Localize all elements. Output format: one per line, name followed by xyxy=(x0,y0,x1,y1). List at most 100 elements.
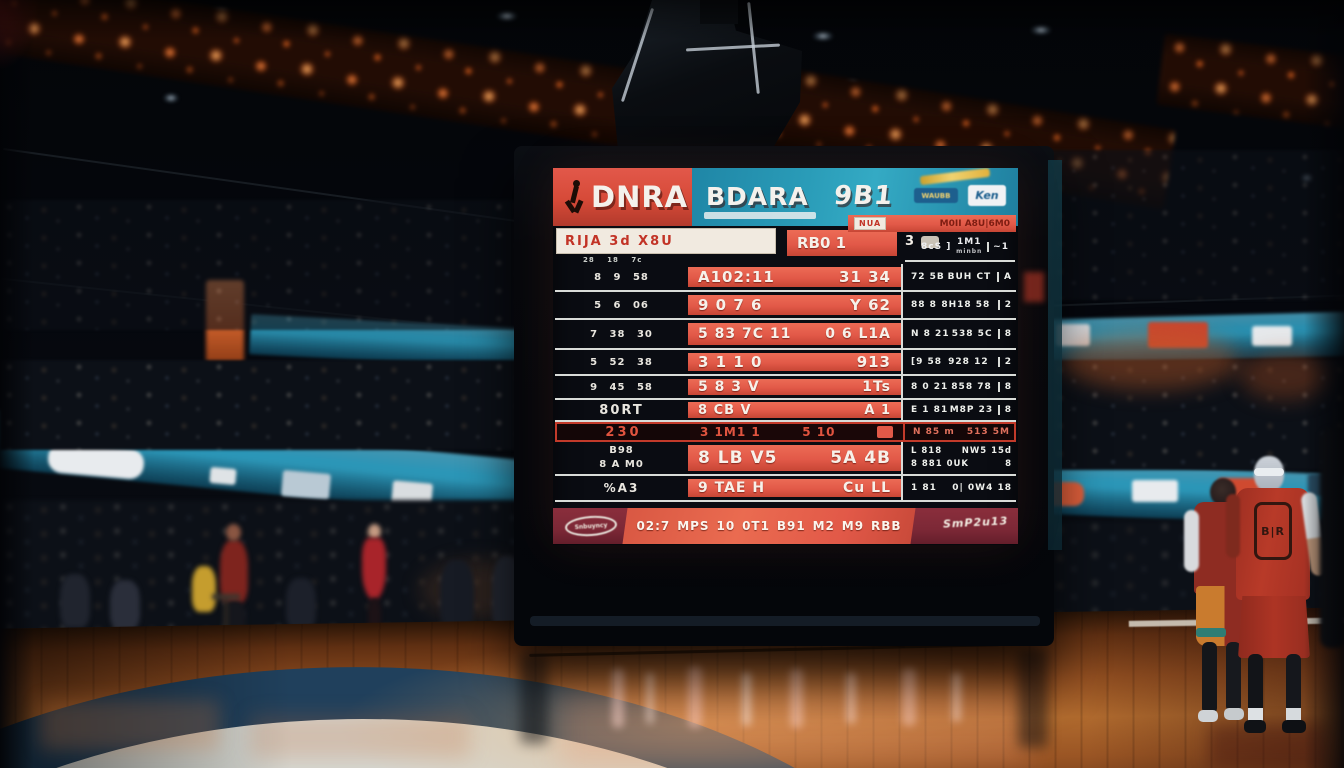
stat-value: 913 xyxy=(856,353,891,371)
table-row: %A3 9 TAE H Cu LL 1 81 0| 0W4 18 xyxy=(555,476,1016,502)
ad-logo xyxy=(1148,322,1208,348)
ad-logo xyxy=(209,466,237,486)
stat-value: 3 1 1 0 xyxy=(698,353,763,371)
floor-reflection-streak xyxy=(790,668,803,728)
crowd-mid-right xyxy=(1016,360,1344,470)
player-main-shorts xyxy=(1238,596,1310,658)
led-ribbon-upper-right xyxy=(1156,33,1344,131)
row-center-cell: A102:11 31 34 xyxy=(688,267,901,287)
left-header-box: RIJA 3d X8U xyxy=(556,228,776,254)
row-center-cell: 5 83 7C 11 0 6 L1A xyxy=(688,323,901,345)
stat-value: 2 xyxy=(997,300,1012,310)
row-left: 5 52 38 xyxy=(590,356,653,368)
row-left: B98 8 A M0 xyxy=(555,442,688,474)
stat-value: 2 xyxy=(997,357,1012,367)
stat-value: 538 5C xyxy=(951,329,993,339)
player-left-shoe xyxy=(1224,708,1244,720)
ceiling-light xyxy=(492,10,522,22)
row-right: 88 8 8H18 58 2 xyxy=(901,292,1016,318)
crowd-orange-glow xyxy=(1240,350,1330,400)
right-header-strip: M0II A8U|6M0 xyxy=(848,215,1016,232)
row-right: L 818 NW5 15d 8 881 0UK 8 xyxy=(901,442,1016,474)
footer-token: M9 xyxy=(841,519,865,533)
row-left: 7 38 30 xyxy=(590,328,653,340)
right-first-c: ~1 xyxy=(987,242,1009,252)
ceiling-light xyxy=(160,92,182,104)
crowd-mid-left xyxy=(0,360,545,450)
stat-value: 1Ts xyxy=(862,379,891,395)
floor-reflection-streak xyxy=(612,668,624,728)
right-header-box: NUA xyxy=(854,217,886,230)
stat-value: B98 xyxy=(609,445,634,456)
seated-fan xyxy=(60,574,90,628)
footer-tokens: 02:7 MPS 10 0T1 B91 M2 M9 RBB xyxy=(633,508,905,544)
scoreboard-footer: Snbuyncy 02:7 MPS 10 0T1 B91 M2 M9 RBB S… xyxy=(553,508,1018,544)
stat-value: 8 LB V5 xyxy=(698,448,778,468)
stat-value: 8 0 21 xyxy=(911,382,949,392)
row-center-cell: 3 1M1 1 5 10 xyxy=(690,424,903,440)
floor-reflection-streak xyxy=(952,672,961,722)
frame-side-teal xyxy=(1048,160,1062,550)
sponsor-waubb-logo: WAUBB xyxy=(914,188,958,203)
frame-red-glint xyxy=(1024,272,1044,302)
footer-token: B91 xyxy=(776,519,806,533)
row-left: 5 6 06 xyxy=(594,299,649,311)
player-partial-right xyxy=(1320,428,1344,648)
footer-token: RBB xyxy=(870,519,902,533)
stat-value: 8 xyxy=(997,329,1012,339)
stat-value: E 1 81 xyxy=(911,405,949,415)
scoreboard-screen: DNRA BDARA 9B1 WAUBB Ken RIJA 3d X8U RB0… xyxy=(553,168,1018,545)
floor-reflection-warm xyxy=(40,700,220,750)
stat-value: NW5 15d xyxy=(961,446,1012,457)
ad-logo xyxy=(280,469,332,501)
stat-value: M8P 23 xyxy=(949,405,994,415)
stat-value: 0| 0W4 18 xyxy=(952,483,1012,493)
floor-reflection-dark-leg xyxy=(1018,648,1048,748)
stat-value: 5 8 3 V xyxy=(698,379,760,395)
courtside-player-red xyxy=(220,540,248,604)
row-left: 9 45 58 xyxy=(590,381,653,393)
row-right: 1 81 0| 0W4 18 xyxy=(901,476,1016,500)
courtside-player-head xyxy=(226,524,241,541)
row-center-cell: 5 8 3 V 1Ts xyxy=(688,379,901,395)
tall-row: B98 8 A M0 8 LB V5 5A 4B L 818 NW5 15d 8… xyxy=(555,442,1016,476)
ad-logo xyxy=(1252,326,1292,346)
stat-value: 5A 4B xyxy=(830,448,891,468)
center-header-extra: 3 xyxy=(905,234,916,249)
stat-value: 9 0 7 6 xyxy=(698,296,763,314)
right-first-a: 8cS ] xyxy=(921,242,952,252)
table-row: 8 9 58 A102:11 31 34 72 5B BUH CT A xyxy=(555,264,1016,292)
runner-icon xyxy=(564,180,585,216)
stat-value: 5 10 xyxy=(802,425,836,439)
stat-value: 928 12 xyxy=(948,357,989,367)
stat-value: L 818 xyxy=(911,446,943,457)
highlighted-row: 230 3 1M1 1 5 10 N 85 m 513 5M xyxy=(555,422,1016,442)
player-left-leg xyxy=(1202,642,1217,714)
table-row: 5 6 06 9 0 7 6 Y 62 88 8 8H18 58 2 xyxy=(555,292,1016,320)
stat-value: 72 5B xyxy=(911,272,945,282)
footer-token: 02:7 xyxy=(636,519,671,533)
stat-value: 8 xyxy=(1005,459,1012,469)
ad-logo xyxy=(1132,480,1178,502)
row-right: E 1 81 M8P 23 8 xyxy=(901,400,1016,420)
sponsor-ken-logo: Ken xyxy=(968,185,1006,206)
sponsor-streak-logo xyxy=(919,168,991,186)
header-underline xyxy=(704,212,816,219)
crowd-upper-left xyxy=(0,200,545,330)
column-labels: 28 18 7c xyxy=(583,256,643,264)
player-main-headband xyxy=(1254,468,1284,476)
stat-value: 8 A M0 xyxy=(599,459,644,470)
row-left: 80RT xyxy=(599,402,644,418)
floor-reflection-dark-leg xyxy=(520,652,548,744)
stat-value: N 85 m xyxy=(913,427,955,437)
stat-value: 8H18 58 xyxy=(941,300,991,310)
table-row: 9 45 58 5 8 3 V 1Ts 8 0 21 858 78 8 xyxy=(555,376,1016,400)
header-home-panel: DNRA xyxy=(553,168,692,226)
player-main-jersey xyxy=(1236,488,1310,600)
player-main-sock xyxy=(1286,708,1301,722)
stat-value: Cu LL xyxy=(843,480,891,496)
stat-value: 9 TAE H xyxy=(698,480,766,496)
footer-token: 10 xyxy=(716,519,736,533)
row-left: 8 9 58 xyxy=(594,271,649,283)
